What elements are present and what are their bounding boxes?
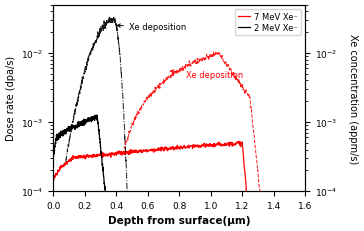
2 MeV Xe⁻ [94, 114, 98, 117]
2 MeV Xe⁻ [98, 141, 103, 144]
7 MeV Xe⁻ [220, 145, 225, 148]
2 MeV Xe⁻ [51, 155, 55, 158]
7 MeV Xe⁻ [194, 146, 198, 149]
Y-axis label: Dose rate (dpa/s): Dose rate (dpa/s) [5, 56, 16, 141]
7 MeV Xe⁻ [247, 219, 252, 222]
Text: Xe deposition: Xe deposition [117, 23, 186, 32]
Line: 7 MeV Xe⁻: 7 MeV Xe⁻ [53, 142, 270, 231]
2 MeV Xe⁻ [89, 118, 93, 121]
7 MeV Xe⁻ [104, 153, 108, 156]
7 MeV Xe⁻ [236, 140, 240, 143]
7 MeV Xe⁻ [51, 176, 55, 179]
Legend: 7 MeV Xe⁻, 2 MeV Xe⁻: 7 MeV Xe⁻, 2 MeV Xe⁻ [235, 10, 301, 36]
7 MeV Xe⁻ [120, 152, 124, 155]
7 MeV Xe⁻ [112, 154, 117, 157]
Text: Xe deposition: Xe deposition [170, 70, 243, 79]
Line: 2 MeV Xe⁻: 2 MeV Xe⁻ [53, 116, 132, 231]
2 MeV Xe⁻ [88, 119, 93, 122]
X-axis label: Depth from surface(μm): Depth from surface(μm) [108, 216, 250, 225]
2 MeV Xe⁻ [94, 116, 98, 119]
Y-axis label: Xe concentration (appm/s): Xe concentration (appm/s) [348, 33, 359, 163]
